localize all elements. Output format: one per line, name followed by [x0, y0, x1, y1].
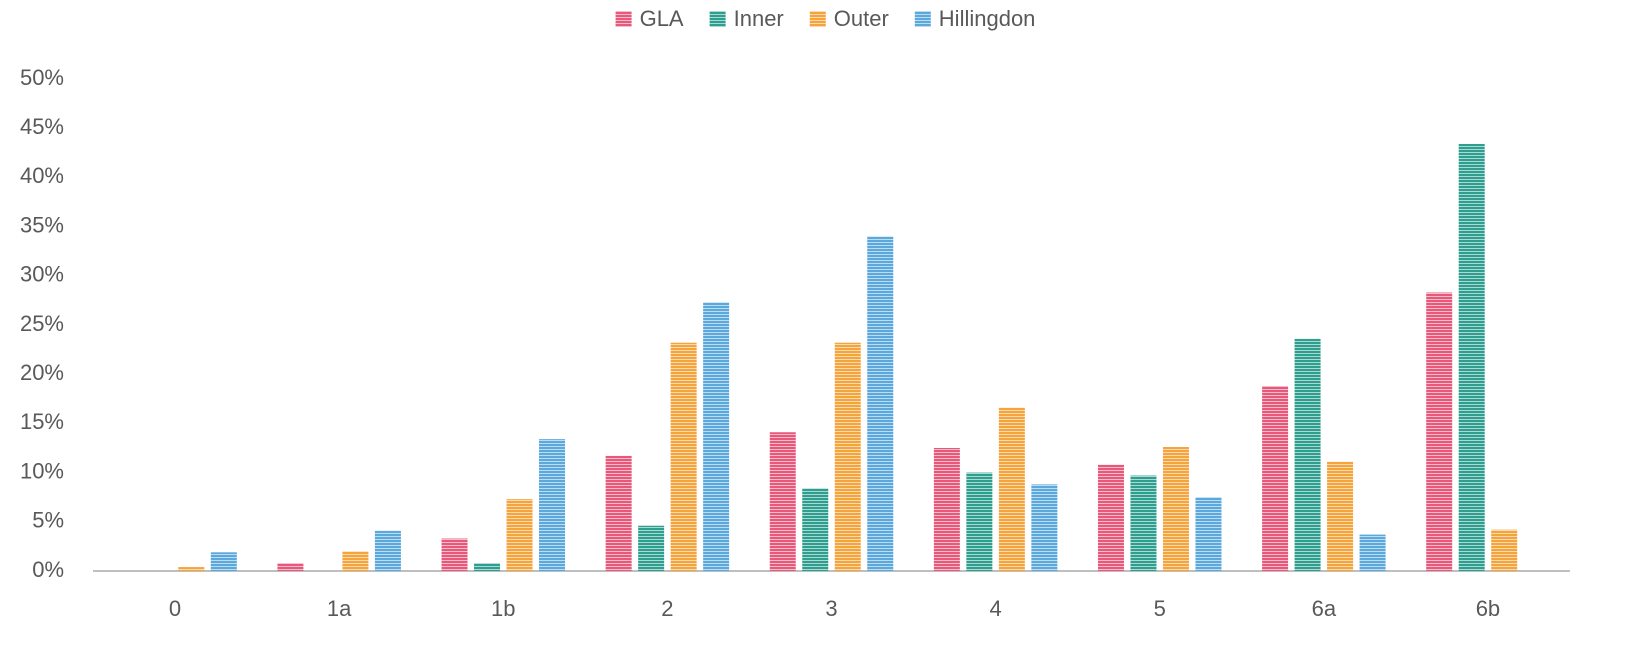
x-tick-label: 0 [169, 596, 181, 621]
bar [638, 525, 665, 571]
legend-label: Outer [834, 6, 889, 31]
y-tick-label: 30% [20, 262, 64, 287]
bar [342, 551, 369, 571]
bar [277, 563, 304, 571]
bar [1327, 461, 1354, 571]
bar [605, 455, 632, 571]
legend-label: Hillingdon [939, 6, 1036, 31]
y-tick-label: 25% [20, 311, 64, 336]
y-tick-label: 15% [20, 409, 64, 434]
bar [1097, 464, 1124, 571]
bar [1294, 338, 1321, 571]
legend-swatch [809, 11, 826, 27]
x-tick-label: 6a [1312, 596, 1337, 621]
bar [441, 538, 468, 571]
x-tick-label: 5 [1154, 596, 1166, 621]
legend-label: GLA [640, 6, 684, 31]
bar [1426, 292, 1453, 571]
legend: GLA Inner Outer Hillingdon [615, 6, 1036, 31]
bar [998, 407, 1025, 571]
bar [178, 567, 205, 571]
bar [834, 342, 861, 571]
bar [703, 302, 730, 571]
x-tick-label: 2 [661, 596, 673, 621]
y-tick-label: 0% [32, 557, 64, 582]
bar [1130, 475, 1157, 571]
bar [933, 448, 960, 571]
bar [769, 432, 796, 571]
y-tick-label: 35% [20, 212, 64, 237]
bar [1262, 386, 1289, 571]
bar [1195, 497, 1222, 571]
legend-swatch [709, 11, 726, 27]
x-tick-label: 6b [1476, 596, 1500, 621]
legend-swatch [615, 11, 632, 27]
bar [1031, 484, 1058, 571]
bar [210, 552, 237, 571]
bar [1359, 534, 1386, 571]
bar [670, 342, 697, 571]
legend-label: Inner [734, 6, 784, 31]
bar [506, 499, 533, 571]
x-tick-label: 4 [989, 596, 1001, 621]
x-tick-label: 1a [327, 596, 352, 621]
x-tick-label: 1b [491, 596, 515, 621]
legend-swatch [914, 11, 931, 27]
bar [1162, 447, 1189, 571]
bar [966, 472, 993, 571]
bar [1491, 529, 1518, 571]
y-tick-label: 50% [20, 65, 64, 90]
y-tick-label: 5% [32, 508, 64, 533]
bar [474, 563, 501, 571]
bar [539, 439, 566, 571]
bar [374, 530, 401, 571]
bar [867, 236, 894, 571]
x-tick-label: 3 [825, 596, 837, 621]
y-tick-label: 45% [20, 114, 64, 139]
y-tick-label: 40% [20, 163, 64, 188]
y-tick-label: 10% [20, 458, 64, 483]
bar [802, 488, 829, 571]
y-tick-label: 20% [20, 360, 64, 385]
bar [1458, 143, 1485, 571]
